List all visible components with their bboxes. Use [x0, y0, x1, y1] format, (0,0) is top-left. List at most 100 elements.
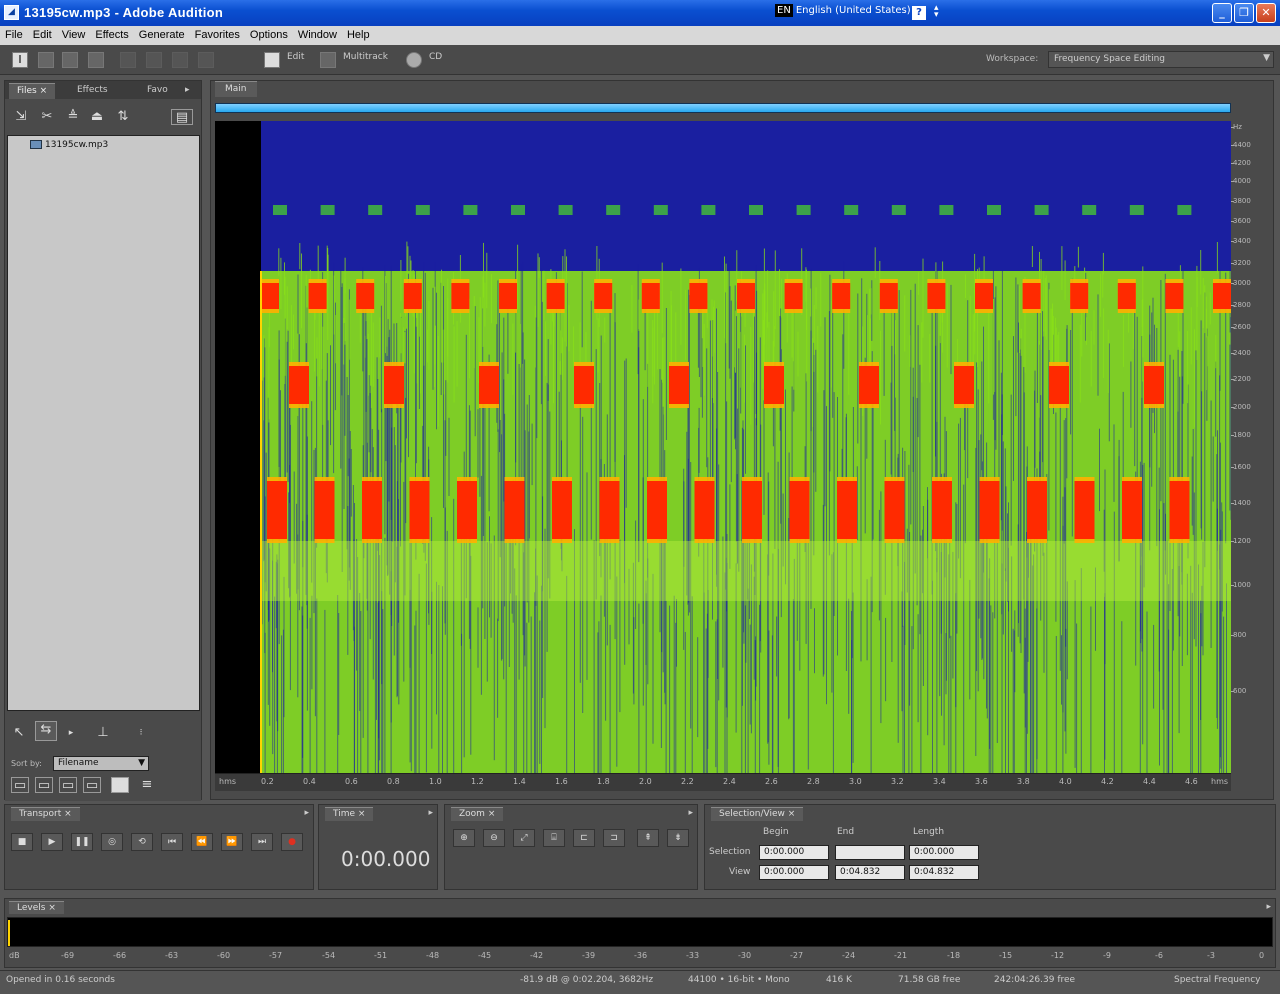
workspace-select[interactable]: Frequency Space Editing ▼: [1048, 51, 1274, 68]
noise-streak: [958, 423, 960, 559]
tab-levels[interactable]: Levels ×: [9, 901, 64, 914]
sort-select[interactable]: Filename ▼: [53, 756, 149, 771]
noise-streak: [1061, 246, 1063, 290]
show-full-path-icon[interactable]: ▦: [111, 777, 129, 793]
insert-into-cd-icon[interactable]: ⏏: [90, 109, 104, 124]
edit-view-button[interactable]: Edit: [287, 52, 305, 62]
maximize-button[interactable]: ❐: [1234, 3, 1254, 23]
show-audio-icon[interactable]: ▭: [11, 777, 29, 793]
cd-view-button[interactable]: CD: [429, 52, 443, 62]
panel-menu-icon[interactable]: ▸: [428, 808, 433, 818]
files-panel-menu-icon[interactable]: ▤: [171, 109, 193, 125]
marquee-tool-icon[interactable]: [38, 52, 54, 68]
view-end-field[interactable]: 0:04.832: [835, 865, 905, 880]
zoom-selection-button[interactable]: ⌸: [543, 829, 565, 847]
panel-menu-icon[interactable]: ▸: [304, 808, 309, 818]
play-icon[interactable]: ▸: [68, 728, 74, 738]
zoom-right-edge-button[interactable]: ⊐: [603, 829, 625, 847]
scrub-tool-icon[interactable]: [120, 52, 136, 68]
panel-menu-icon[interactable]: ▸: [1266, 902, 1271, 912]
stop-button[interactable]: ■: [11, 833, 33, 851]
tab-effects[interactable]: Effects: [69, 83, 116, 99]
zoom-out-horizontal-button[interactable]: ⊖: [483, 829, 505, 847]
menu-options[interactable]: Options: [249, 29, 288, 41]
close-button[interactable]: ✕: [1256, 3, 1276, 23]
noise-streak: [265, 452, 267, 592]
menu-edit[interactable]: Edit: [32, 29, 52, 41]
rewind-button[interactable]: ⏪: [191, 833, 213, 851]
multitrack-view-icon[interactable]: [320, 52, 336, 68]
go-to-end-button[interactable]: ⏭: [251, 833, 273, 851]
spot-healing-tool-icon[interactable]: [88, 52, 104, 68]
overview-scrollbar[interactable]: [215, 103, 1231, 113]
show-list-icon[interactable]: ≡: [141, 777, 153, 792]
zoom-out-vertical-button[interactable]: ⇟: [667, 829, 689, 847]
zoom-in-vertical-button[interactable]: ⇞: [637, 829, 659, 847]
menu-effects[interactable]: Effects: [95, 29, 129, 41]
lasso-tool-icon[interactable]: [62, 52, 78, 68]
time-ruler[interactable]: hms 0.2 0.4 0.6 0.8 1.0 1.2 1.4 1.6 1.8 2.0 2.2 2.4 2…: [215, 773, 1231, 791]
auto-play-icon[interactable]: ↖: [13, 725, 25, 740]
play-to-end-button[interactable]: ◎: [101, 833, 123, 851]
close-icon[interactable]: ×: [39, 86, 48, 96]
tab-zoom[interactable]: Zoom ×: [451, 807, 504, 821]
zoom-left-edge-button[interactable]: ⊏: [573, 829, 595, 847]
view-begin-field[interactable]: 0:00.000: [759, 865, 829, 880]
spectral-display[interactable]: [215, 121, 1231, 773]
zoom-out-full-button[interactable]: ⤢: [513, 829, 535, 847]
tabs-overflow-icon[interactable]: ▸: [181, 83, 194, 99]
selection-length-field[interactable]: 0:00.000: [909, 845, 979, 860]
menu-help[interactable]: Help: [346, 29, 370, 41]
panel-menu-icon[interactable]: ▸: [688, 808, 693, 818]
show-midi-icon[interactable]: ▭: [83, 777, 101, 793]
list-item[interactable]: 13195cw.mp3: [30, 140, 108, 150]
fast-forward-button[interactable]: ⏩: [221, 833, 243, 851]
zoom-tool-icon[interactable]: [172, 52, 188, 68]
show-loops-icon[interactable]: ▭: [35, 777, 53, 793]
import-file-icon[interactable]: ⇲: [15, 109, 27, 124]
menu-favorites[interactable]: Favorites: [194, 29, 240, 41]
record-button[interactable]: ●: [281, 833, 303, 851]
minimize-button[interactable]: _: [1212, 3, 1232, 23]
time-selection-tool-icon[interactable]: I: [12, 52, 28, 68]
move-tool-icon[interactable]: [198, 52, 214, 68]
play-button[interactable]: ▶: [41, 833, 63, 851]
loop-icon[interactable]: ⇆: [35, 721, 57, 741]
multitrack-view-button[interactable]: Multitrack: [343, 52, 388, 62]
noise-streak: [377, 379, 379, 551]
file-list[interactable]: 13195cw.mp3: [7, 135, 200, 711]
frequency-ruler[interactable]: Hz 4400 4200 4000 3800 3600 3400 3200 3000 2800 26…: [1230, 121, 1271, 773]
menu-view[interactable]: View: [61, 29, 86, 41]
tab-transport[interactable]: Transport ×: [11, 807, 80, 821]
edit-view-icon[interactable]: [264, 52, 280, 68]
menu-window[interactable]: Window: [297, 29, 337, 41]
tab-time[interactable]: Time ×: [325, 807, 374, 821]
audition-app-icon[interactable]: ◢: [4, 5, 19, 20]
noise-streak: [701, 338, 703, 418]
insert-into-multitrack-icon[interactable]: ≜: [67, 109, 79, 124]
menu-file[interactable]: File: [5, 29, 23, 41]
loop-play-button[interactable]: ⟲: [131, 833, 153, 851]
pause-button[interactable]: ❚❚: [71, 833, 93, 851]
cd-view-icon[interactable]: [406, 52, 422, 68]
tab-files[interactable]: Files ×: [9, 83, 56, 99]
hand-tool-icon[interactable]: [146, 52, 162, 68]
language-options-icon[interactable]: ▴ ▾: [934, 3, 939, 20]
volume-icon[interactable]: ⊥: [97, 725, 109, 740]
edit-file-icon[interactable]: ⇅: [117, 109, 129, 124]
selection-begin-field[interactable]: 0:00.000: [759, 845, 829, 860]
menu-generate[interactable]: Generate: [138, 29, 185, 41]
go-to-start-button[interactable]: ⏮: [161, 833, 183, 851]
close-file-icon[interactable]: ✂: [41, 109, 53, 124]
tab-main[interactable]: Main: [215, 81, 257, 97]
noise-streak: [302, 615, 304, 758]
zoom-in-horizontal-button[interactable]: ⊕: [453, 829, 475, 847]
language-help-icon[interactable]: ?: [912, 6, 926, 20]
more-icon[interactable]: ⁝: [139, 728, 143, 738]
selection-end-field[interactable]: [835, 845, 905, 860]
language-indicator[interactable]: EN English (United States): [775, 4, 911, 17]
show-video-icon[interactable]: ▭: [59, 777, 77, 793]
view-length-field[interactable]: 0:04.832: [909, 865, 979, 880]
tab-selection-view[interactable]: Selection/View ×: [711, 807, 804, 821]
tab-favorites[interactable]: Favo: [139, 83, 176, 99]
